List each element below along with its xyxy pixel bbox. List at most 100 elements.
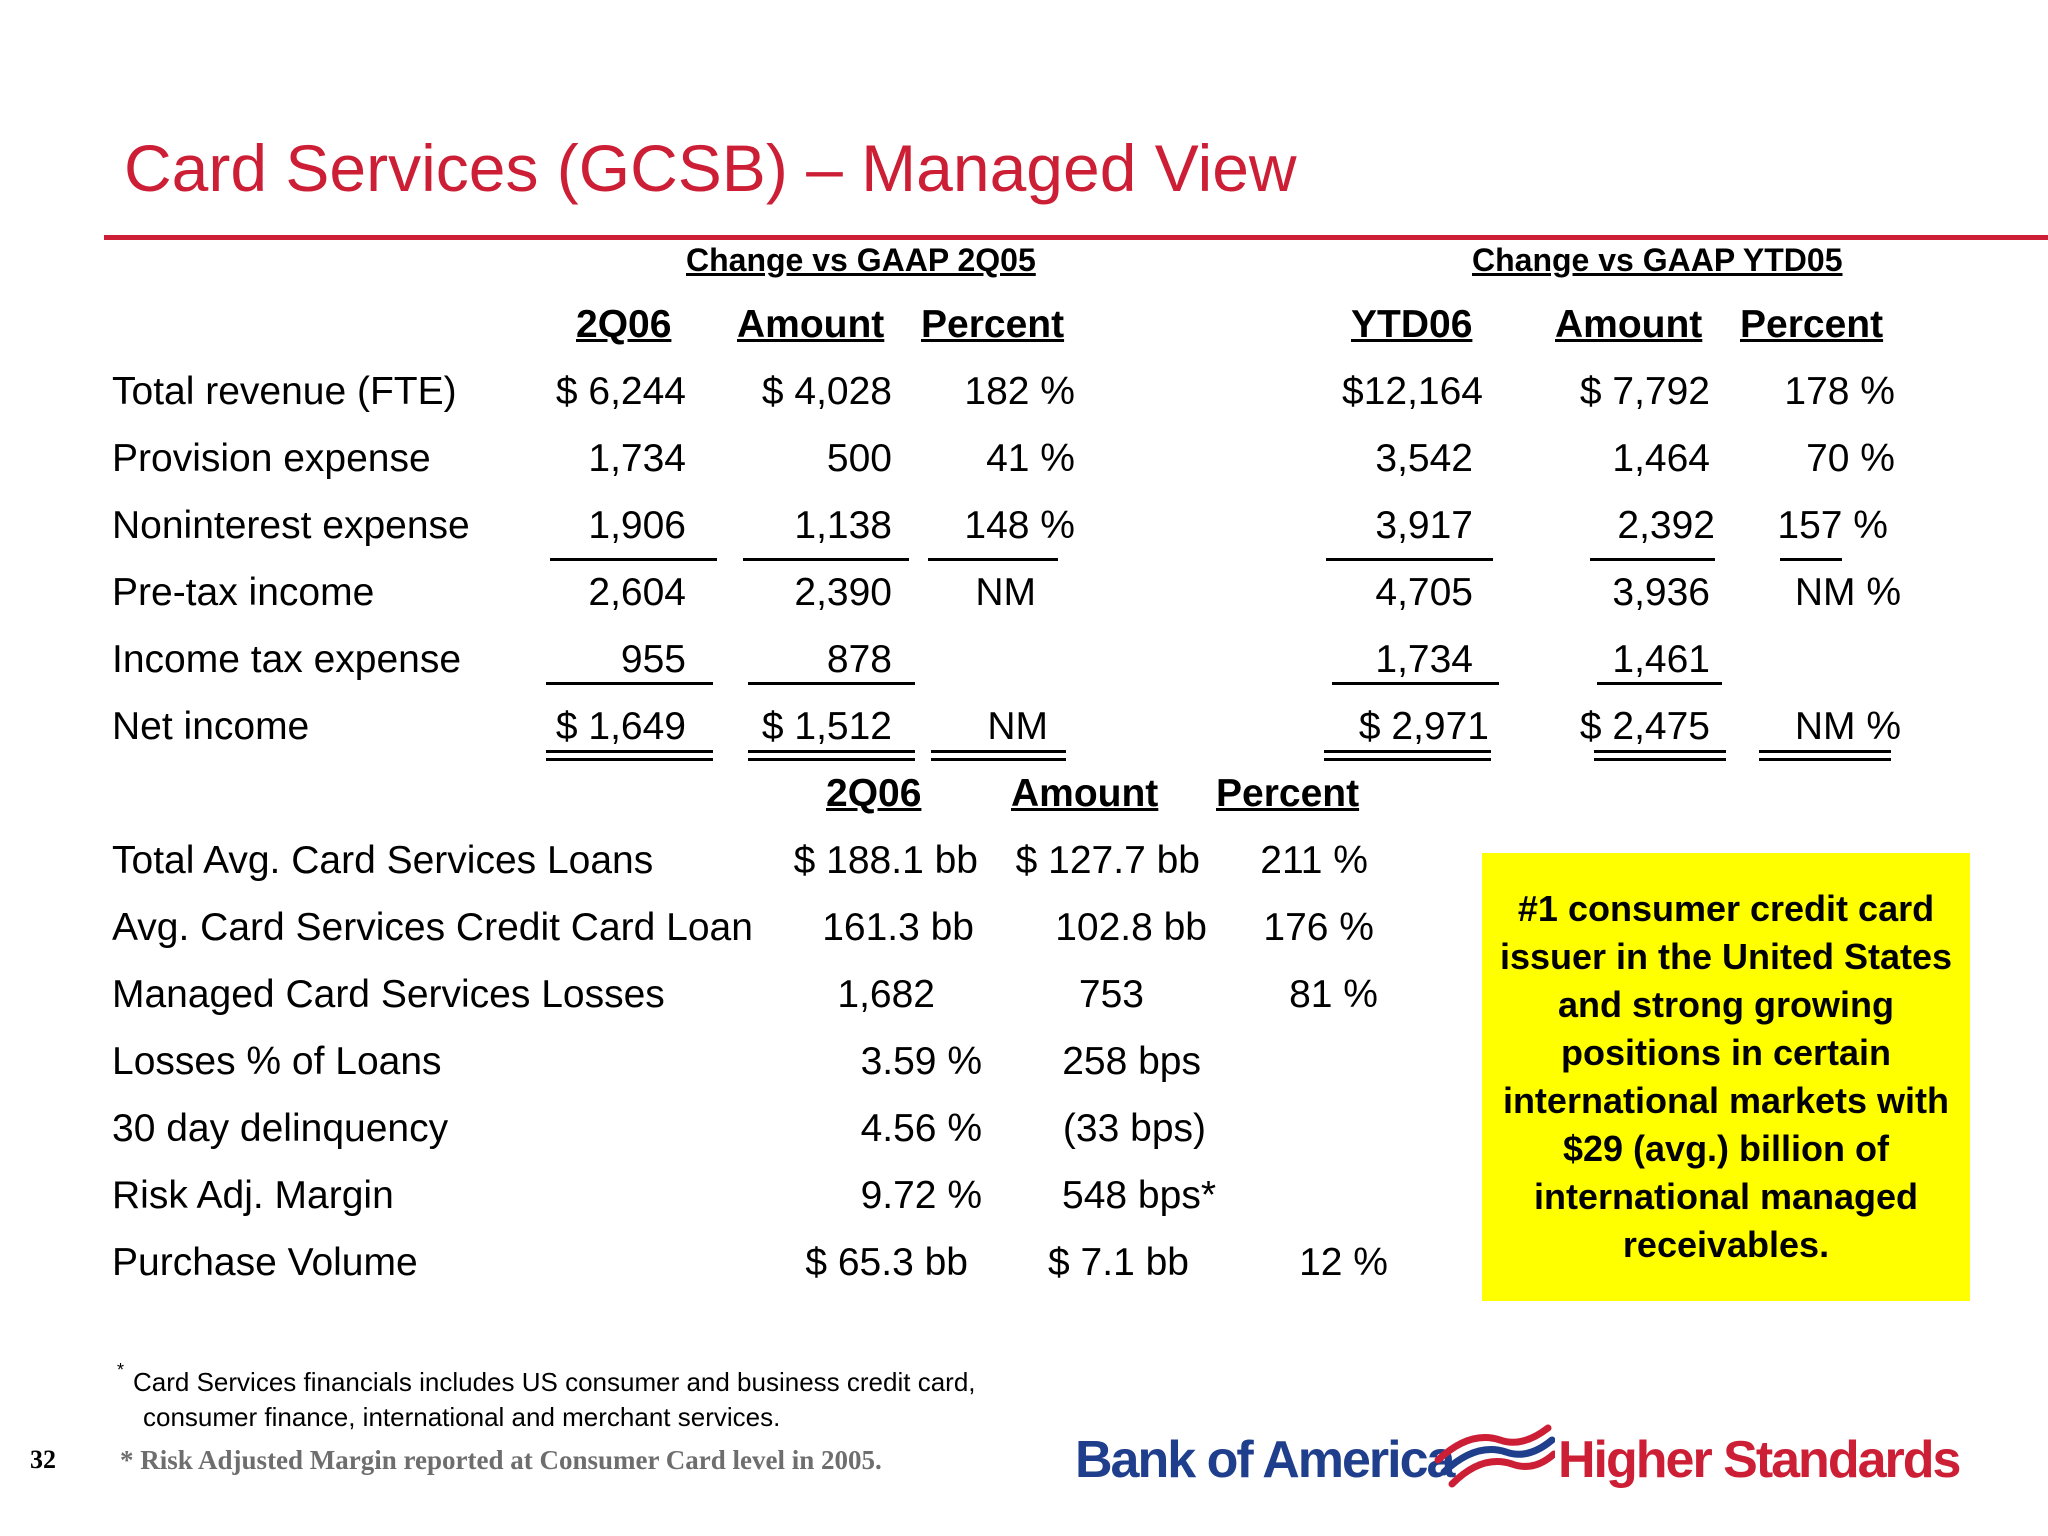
cell-noninterest-ytd06: 3,917 [1375, 504, 1473, 547]
cell-provision-amount: 500 [826, 437, 892, 480]
cell-total-revenue-2q06: $ 6,244 [555, 370, 686, 413]
total-double-rule [1324, 750, 1491, 753]
cell-purchase-volume-2q06: $ 65.3 bb [805, 1241, 968, 1284]
subtotal-rule [546, 682, 713, 685]
cell-income-tax-2q06: 955 [620, 638, 686, 681]
total-double-rule [1594, 758, 1726, 761]
subtotal-rule [1332, 682, 1499, 685]
total-double-rule [931, 758, 1066, 761]
subtotal-rule [748, 682, 915, 685]
cell-pretax-ytd-amount: 3,936 [1612, 571, 1710, 614]
cell-net-income-percent: NM [987, 705, 1048, 748]
cell-provision-2q06: 1,734 [588, 437, 686, 480]
title-divider [104, 235, 2048, 240]
cell-pretax-amount: 2,390 [794, 571, 892, 614]
subtotal-rule [1326, 558, 1493, 561]
total-double-rule [931, 750, 1066, 753]
cell-30-day-delinquency-2q06: 4.56 % [860, 1107, 982, 1150]
cell-pretax-ytd06: 4,705 [1375, 571, 1473, 614]
cell-income-tax-ytd06: 1,734 [1375, 638, 1473, 681]
total-double-rule [546, 758, 713, 761]
cell-net-income-2q06: $ 1,649 [555, 705, 686, 748]
footnote-marker: * [117, 1360, 125, 1380]
total-double-rule [1324, 758, 1491, 761]
company-logo-text: Bank of America [1075, 1431, 1455, 1489]
cell-noninterest-percent: 148 % [964, 504, 1075, 547]
col-header-ytd-amount: Amount [1555, 303, 1703, 346]
row-label-risk-adj-margin: Risk Adj. Margin [112, 1174, 394, 1217]
cell-provision-ytd06: 3,542 [1375, 437, 1473, 480]
cell-pretax-percent: NM [975, 571, 1036, 614]
cell-total-revenue-amount: $ 4,028 [761, 370, 892, 413]
cell-avg-credit-card-loan-amount: 102.8 bb [1055, 906, 1207, 949]
col-header-bottom-amount: Amount [1011, 772, 1159, 815]
cell-provision-ytd-percent: 70 % [1806, 437, 1895, 480]
cell-noninterest-2q06: 1,906 [588, 504, 686, 547]
group-header-vs-ytd05: Change vs GAAP YTD05 [1472, 242, 1843, 278]
total-double-rule [1759, 758, 1891, 761]
cell-net-income-ytd06: $ 2,971 [1358, 705, 1489, 748]
row-label-net-income: Net income [112, 705, 310, 748]
total-double-rule [1759, 750, 1891, 753]
cell-purchase-volume-amount: $ 7.1 bb [1048, 1241, 1189, 1284]
row-label-losses-pct-loans: Losses % of Loans [112, 1040, 442, 1083]
cell-risk-adj-margin-2q06: 9.72 % [860, 1174, 982, 1217]
col-header-ytd06: YTD06 [1351, 303, 1473, 346]
row-label-provision-expense: Provision expense [112, 437, 431, 480]
subtotal-rule [928, 558, 1058, 561]
row-label-pretax-income: Pre-tax income [112, 571, 375, 614]
cell-noninterest-ytd-percent: 157 % [1777, 504, 1888, 547]
total-double-rule [546, 750, 713, 753]
tagline-text: Higher Standards [1558, 1431, 1961, 1489]
row-label-30-day-delinquency: 30 day delinquency [112, 1107, 449, 1150]
cell-total-revenue-percent: 182 % [964, 370, 1075, 413]
flagscape-icon [1434, 1424, 1555, 1488]
col-header-2q06: 2Q06 [576, 303, 672, 346]
cell-provision-percent: 41 % [986, 437, 1075, 480]
total-double-rule [748, 758, 915, 761]
row-label-managed-losses: Managed Card Services Losses [112, 973, 665, 1016]
row-label-total-avg-loans: Total Avg. Card Services Loans [112, 839, 654, 882]
col-header-q-amount: Amount [737, 303, 885, 346]
cell-30-day-delinquency-amount: (33 bps) [1062, 1107, 1206, 1150]
row-label-avg-credit-card-loan: Avg. Card Services Credit Card Loan [112, 906, 753, 949]
subtotal-rule [1780, 558, 1842, 561]
callout-text: #1 consumer credit card issuer in the Un… [1499, 888, 1953, 1265]
cell-purchase-volume-percent: 12 % [1299, 1241, 1388, 1284]
cell-avg-credit-card-loan-percent: 176 % [1263, 906, 1374, 949]
group-header-vs-2q05: Change vs GAAP 2Q05 [686, 242, 1036, 278]
cell-pretax-ytd-percent: NM % [1794, 571, 1901, 614]
col-header-ytd-percent: Percent [1740, 303, 1884, 346]
cell-avg-credit-card-loan-2q06: 161.3 bb [822, 906, 974, 949]
subtotal-rule [1597, 682, 1722, 685]
cell-losses-pct-loans-amount: 258 bps [1062, 1040, 1201, 1083]
total-double-rule [1594, 750, 1726, 753]
cell-pretax-2q06: 2,604 [588, 571, 686, 614]
cell-net-income-amount: $ 1,512 [761, 705, 892, 748]
cell-total-avg-loans-amount: $ 127.7 bb [1015, 839, 1200, 882]
cell-total-revenue-ytd06: $12,164 [1342, 370, 1483, 413]
footnote-line-2: consumer finance, international and merc… [143, 1402, 781, 1432]
cell-provision-ytd-amount: 1,464 [1612, 437, 1710, 480]
col-header-bottom-percent: Percent [1216, 772, 1360, 815]
cell-net-income-ytd-percent: NM % [1794, 705, 1901, 748]
row-label-purchase-volume: Purchase Volume [112, 1241, 418, 1284]
row-label-income-tax-expense: Income tax expense [112, 638, 462, 681]
footnote-line-1: Card Services financials includes US con… [133, 1367, 976, 1397]
cell-total-revenue-ytd-percent: 178 % [1784, 370, 1895, 413]
total-double-rule [748, 750, 915, 753]
cell-managed-losses-amount: 753 [1078, 973, 1144, 1016]
row-label-total-revenue: Total revenue (FTE) [112, 370, 457, 413]
page-title: Card Services (GCSB) – Managed View [124, 131, 1297, 205]
cell-managed-losses-percent: 81 % [1289, 973, 1378, 1016]
col-header-bottom-2q06: 2Q06 [826, 772, 922, 815]
cell-losses-pct-loans-2q06: 3.59 % [860, 1040, 982, 1083]
cell-managed-losses-2q06: 1,682 [837, 973, 935, 1016]
subtotal-rule [743, 558, 909, 561]
cell-total-avg-loans-2q06: $ 188.1 bb [793, 839, 978, 882]
subtotal-rule [550, 558, 717, 561]
callout-box: #1 consumer credit card issuer in the Un… [1482, 853, 1970, 1301]
cell-income-tax-ytd-amount: 1,461 [1612, 638, 1710, 681]
col-header-q-percent: Percent [921, 303, 1065, 346]
cell-noninterest-amount: 1,138 [794, 504, 892, 547]
